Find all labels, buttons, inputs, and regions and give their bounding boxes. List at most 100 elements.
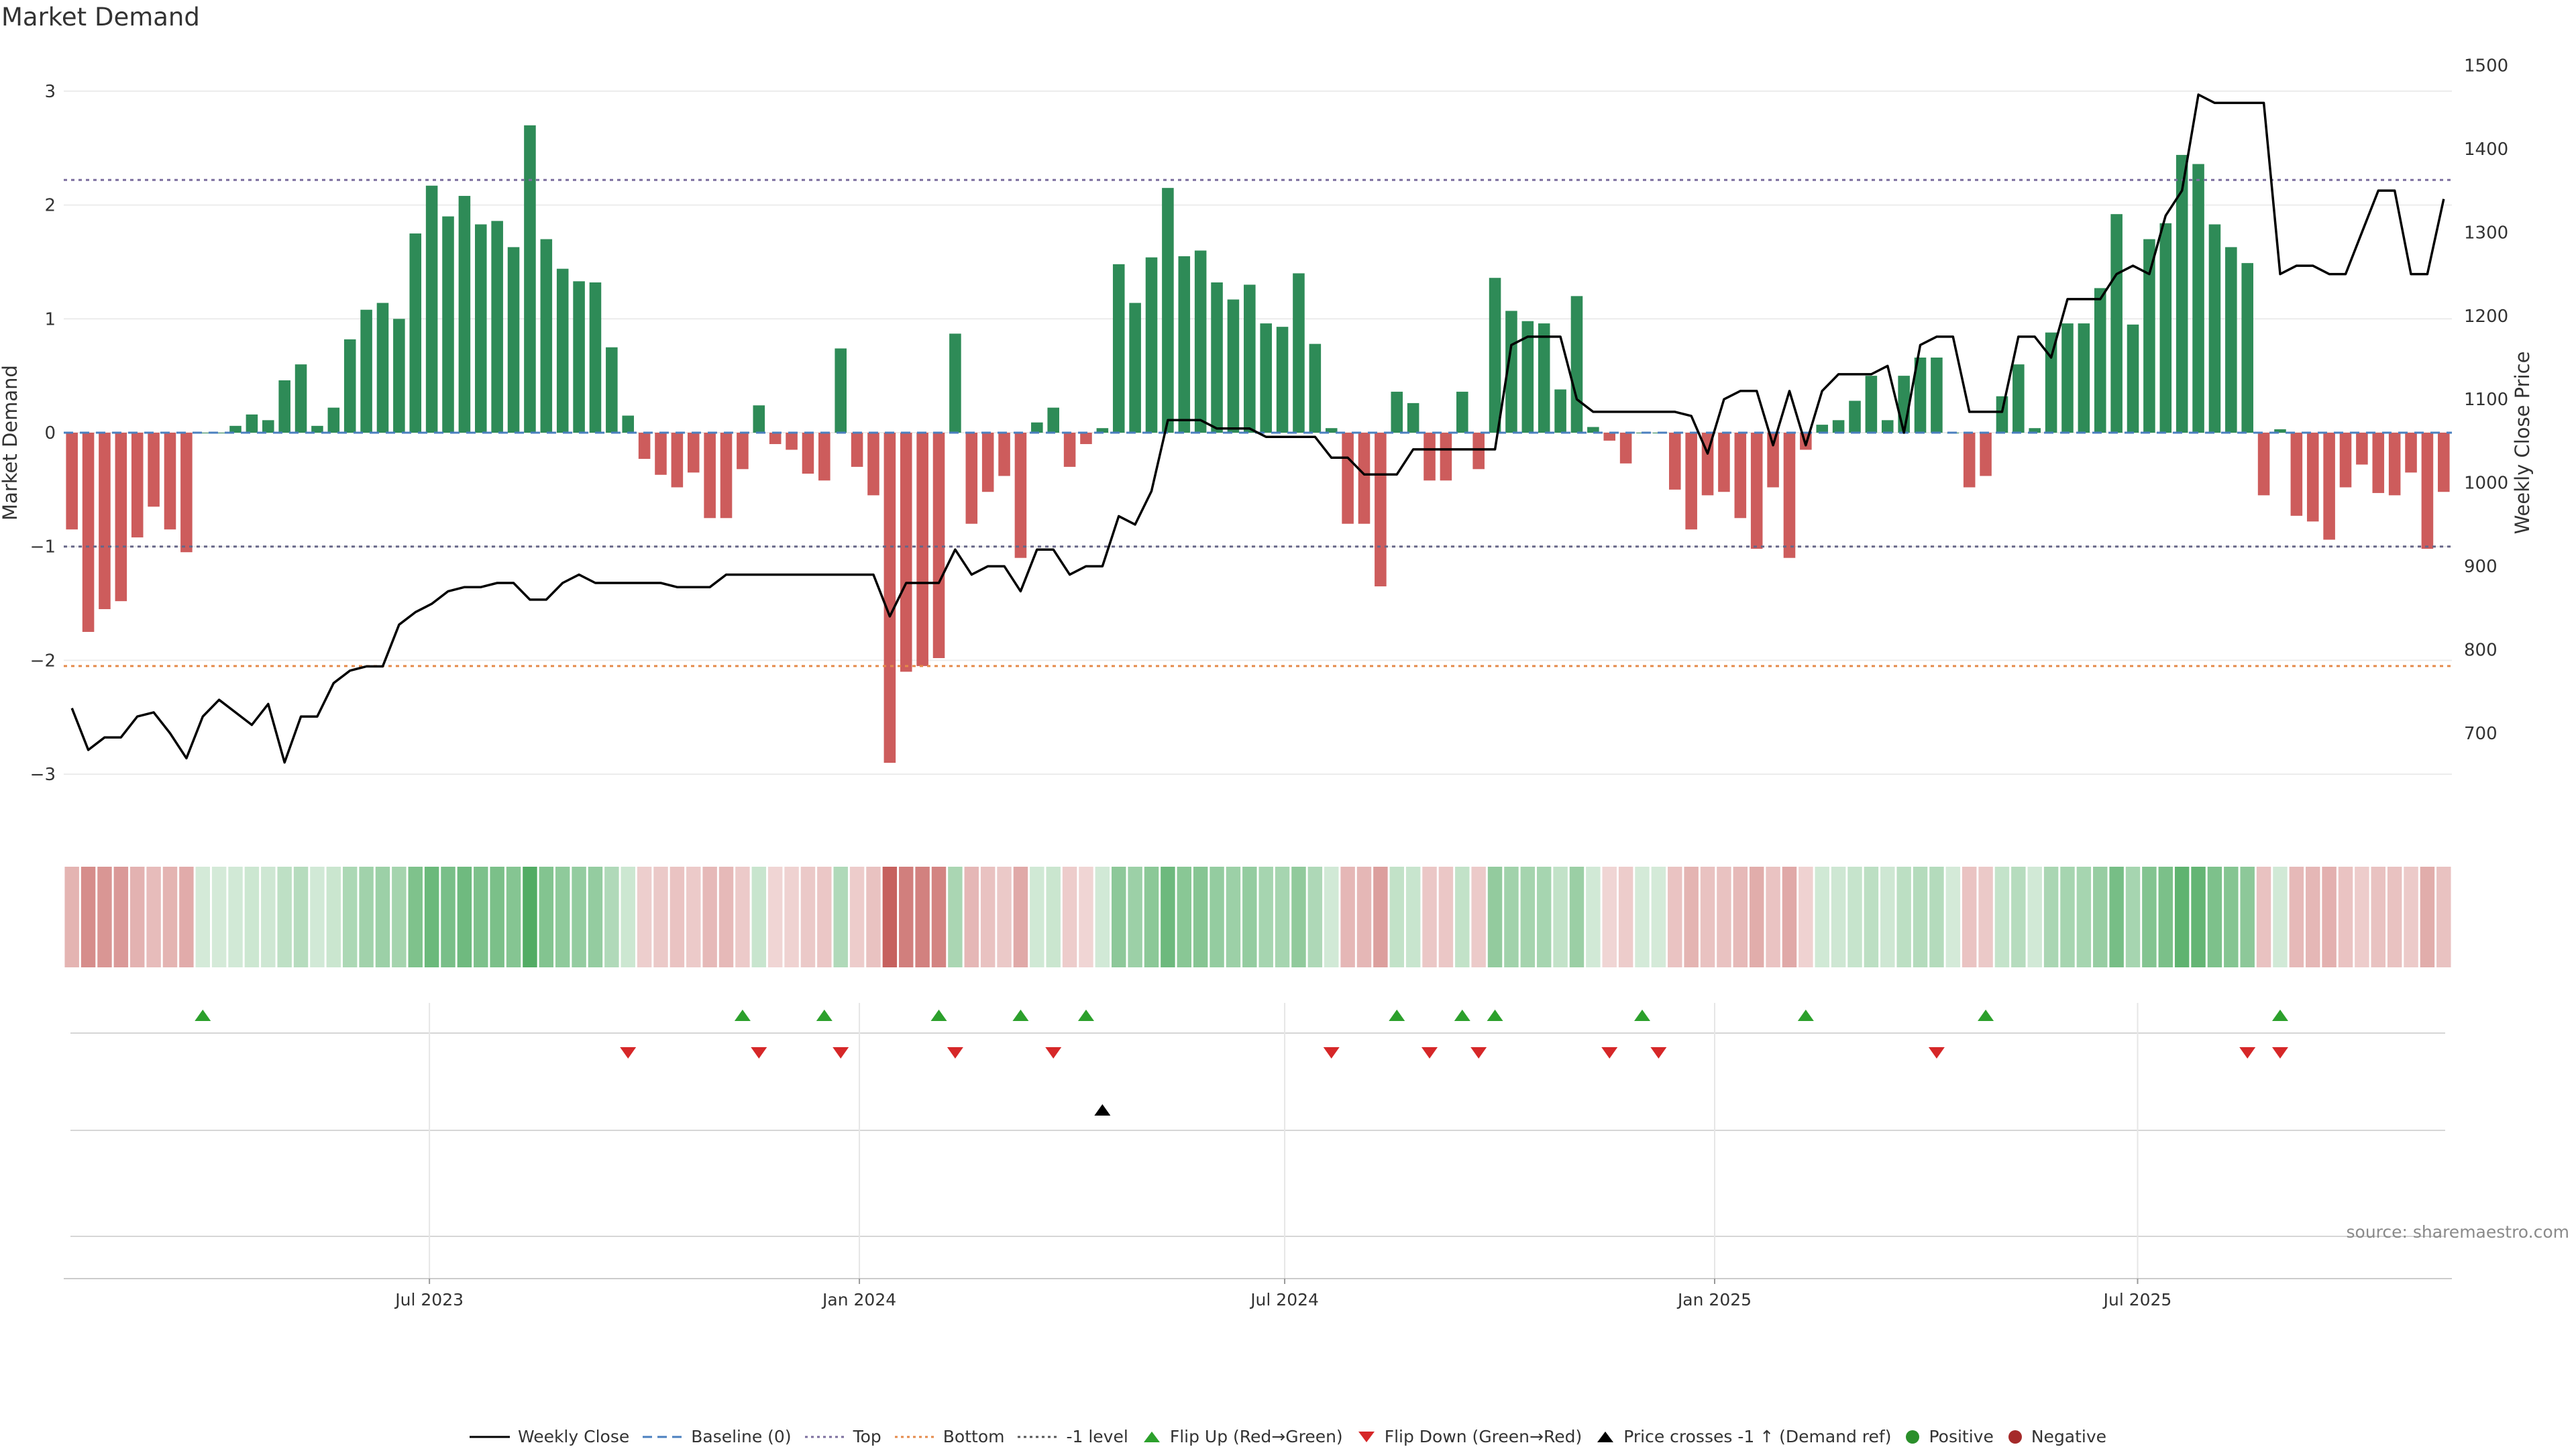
demand-bar	[1178, 256, 1191, 433]
heat-cell	[179, 867, 194, 967]
demand-bar	[1456, 391, 1468, 433]
demand-bar	[687, 433, 700, 473]
heat-cell	[1389, 867, 1404, 967]
y-tick-label: 0	[44, 423, 56, 443]
demand-bar	[932, 433, 945, 658]
triangle-up-icon	[1143, 1431, 1160, 1442]
demand-bar	[1260, 323, 1272, 433]
demand-bar	[1162, 188, 1174, 433]
demand-bar	[2306, 433, 2319, 522]
demand-bar	[2241, 263, 2253, 433]
demand-bar	[475, 224, 487, 433]
heat-cell	[2207, 867, 2222, 967]
demand-bar	[393, 319, 405, 433]
demand-bar	[589, 282, 602, 433]
heat-cell	[2338, 867, 2353, 967]
demand-bar	[2388, 433, 2401, 496]
x-tick-label: Jul 2023	[394, 1290, 464, 1309]
heat-cell	[555, 867, 570, 967]
heat-cell	[2420, 867, 2435, 967]
heat-cell	[228, 867, 243, 967]
legend-label: Positive	[1929, 1427, 1994, 1446]
demand-bar	[2339, 433, 2352, 488]
y2-tick-label: 800	[2464, 641, 2498, 661]
heat-cell	[2371, 867, 2386, 967]
heat-cell	[474, 867, 488, 967]
demand-bar	[786, 433, 798, 450]
heat-cell	[866, 867, 881, 967]
flip-up-marker	[195, 1010, 211, 1021]
heat-cell	[2387, 867, 2402, 967]
heat-cell	[375, 867, 390, 967]
legend-item-flip-up: Flip Up (Red→Green)	[1142, 1427, 1343, 1446]
demand-bar	[2438, 433, 2450, 492]
demand-bar	[1194, 250, 1207, 433]
heat-cell	[424, 867, 439, 967]
heat-cell	[1553, 867, 1568, 967]
heat-cell	[523, 867, 537, 967]
demand-bar	[458, 196, 471, 433]
heat-cell	[1978, 867, 1993, 967]
heat-cell	[1013, 867, 1028, 967]
heat-cell	[784, 867, 799, 967]
legend-label: Flip Up (Red→Green)	[1169, 1427, 1343, 1446]
demand-bar	[818, 433, 830, 481]
heat-cell	[80, 867, 96, 967]
heat-cell	[1356, 867, 1372, 967]
price-cross-marker	[1094, 1104, 1111, 1116]
heat-cell	[326, 867, 341, 967]
heat-cell	[1324, 867, 1339, 967]
heat-cell	[1913, 867, 1928, 967]
demand-bar	[1832, 420, 1845, 433]
heat-cell	[1487, 867, 1503, 967]
heat-cell	[1307, 867, 1323, 967]
heat-cell	[817, 867, 832, 967]
heat-cell	[1635, 867, 1650, 967]
demand-bar	[262, 420, 274, 433]
demand-bar	[1342, 433, 1354, 524]
demand-bar	[131, 433, 144, 538]
flip-down-marker	[1650, 1047, 1667, 1059]
heat-cell	[113, 867, 129, 967]
heat-cell	[637, 867, 652, 967]
demand-bar	[2012, 364, 2025, 433]
demand-bar	[229, 425, 241, 433]
demand-bar	[1227, 299, 1240, 433]
flip-up-marker	[1978, 1010, 1994, 1021]
heat-cell	[1193, 867, 1208, 967]
demand-bar	[1424, 433, 1436, 481]
heat-cell	[2191, 867, 2206, 967]
demand-bar	[1505, 311, 1517, 433]
heat-cell	[915, 867, 930, 967]
demand-bar	[851, 433, 863, 467]
flip-up-marker	[1634, 1010, 1651, 1021]
triangle-down-icon	[1358, 1431, 1375, 1442]
legend-label: Negative	[2031, 1427, 2107, 1446]
demand-bar	[1325, 428, 1338, 433]
heat-cell	[669, 867, 685, 967]
demand-bar	[998, 433, 1010, 476]
heat-cell	[211, 867, 227, 967]
demand-bar	[1031, 422, 1043, 433]
y-tick-label: 2	[44, 196, 56, 216]
demand-bar	[1358, 433, 1371, 524]
demand-bar	[2029, 428, 2041, 433]
y-tick-label: 1	[44, 309, 56, 329]
heat-cell	[718, 867, 734, 967]
heat-cell	[604, 867, 619, 967]
demand-bar	[900, 433, 912, 672]
heat-cell	[1536, 867, 1552, 967]
heat-cell	[2273, 867, 2288, 967]
heat-cell	[1847, 867, 1862, 967]
demand-bar	[2159, 223, 2172, 433]
demand-bar	[425, 185, 438, 433]
x-tick-label: Jul 2024	[1249, 1290, 1319, 1309]
y2-tick-label: 1100	[2464, 390, 2508, 410]
heat-cell	[1373, 867, 1388, 967]
flip-down-marker	[2239, 1047, 2256, 1059]
heat-cell	[310, 867, 325, 967]
heat-cell	[2224, 867, 2239, 967]
flip-up-marker	[1012, 1010, 1029, 1021]
heat-cell	[1340, 867, 1355, 967]
